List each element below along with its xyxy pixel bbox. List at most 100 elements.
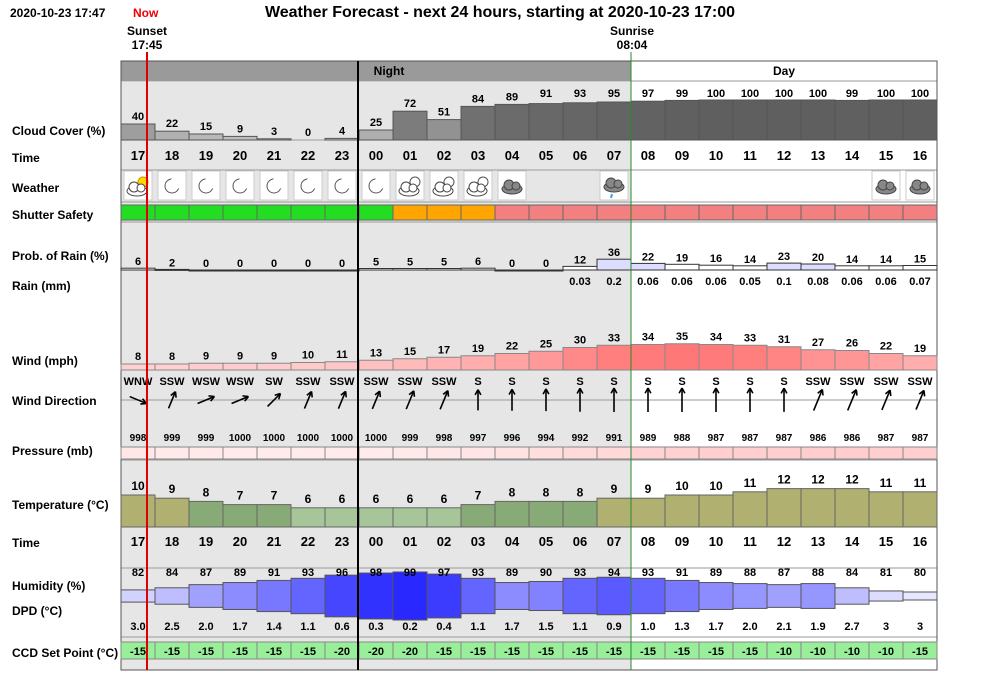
humidity-value: 91: [268, 567, 280, 579]
temperature-value: 10: [709, 479, 723, 493]
shutter-safety-cell: [902, 204, 938, 221]
temperature-value: 9: [611, 482, 618, 496]
wind-direction-label: SSW: [431, 376, 457, 388]
rain-probability-value: 22: [642, 251, 654, 263]
cloud-cover-value: 84: [472, 93, 485, 105]
rain-probability-bar: [834, 265, 870, 271]
sunset-marker: Sunset 17:45: [112, 24, 182, 52]
temperature-bar: [630, 497, 666, 528]
cloud-cover-bar: [834, 99, 870, 141]
pressure-value: 996: [504, 433, 521, 444]
hour-label-bottom: 20: [233, 534, 247, 549]
cloud-cover-bar: [664, 99, 700, 141]
wind-direction-arrow: [303, 390, 313, 409]
rain-cloud-icon: [603, 177, 625, 199]
rain-probability-value: 0: [509, 258, 515, 270]
cloudy-night-icon: [466, 176, 489, 197]
humidity-bar: [392, 571, 428, 621]
cloud-cover-bar: [562, 102, 598, 141]
cloud-icon: [909, 179, 931, 195]
hour-label-bottom: 09: [675, 534, 689, 549]
wind-value: 8: [169, 351, 175, 363]
wind-direction-arrow: [231, 395, 250, 405]
wind-direction-arrow: [881, 389, 892, 411]
temperature-bar: [324, 507, 360, 528]
cloud-cover-bar: [154, 130, 190, 141]
dpd-value: 2.7: [844, 621, 859, 633]
cloud-cover-bar: [188, 133, 224, 141]
cloud-cover-bar: [732, 99, 768, 141]
cloud-cover-bar: [494, 103, 530, 141]
ccd-setpoint-value: -15: [708, 646, 724, 658]
ccd-setpoint-value: -15: [232, 646, 248, 658]
dpd-value: 3: [917, 621, 923, 633]
temperature-bar: [868, 491, 904, 528]
hour-label-bottom: 03: [471, 534, 485, 549]
wind-bar: [868, 353, 904, 371]
temperature-value: 6: [441, 492, 448, 506]
cloud-cover-value: 15: [200, 121, 212, 133]
hour-label-bottom: 11: [743, 534, 757, 549]
pressure-value: 987: [742, 433, 759, 444]
pressure-value: 988: [674, 433, 691, 444]
pressure-bar: [902, 446, 938, 460]
pressure-value: 987: [708, 433, 725, 444]
ccd-setpoint-value: -15: [300, 646, 316, 658]
wind-direction-label: SSW: [907, 376, 933, 388]
wind-value: 13: [370, 347, 382, 359]
humidity-value: 90: [540, 567, 552, 579]
temperature-bar: [698, 494, 734, 528]
row-label-humidity: Humidity (%): [12, 579, 86, 593]
wind-value: 33: [608, 332, 620, 344]
wind-bar: [494, 353, 530, 371]
hour-label-bottom: 19: [199, 534, 213, 549]
dpd-value: 3.0: [130, 621, 145, 633]
wind-direction-label: SSW: [329, 376, 355, 388]
pressure-value: 992: [572, 433, 589, 444]
rain-probability-bar: [868, 265, 904, 271]
humidity-value: 87: [778, 567, 790, 579]
cloud-cover-value: 97: [642, 88, 654, 100]
wind-direction-label: S: [644, 376, 651, 388]
pressure-bar: [120, 446, 156, 460]
wind-value: 34: [642, 332, 655, 344]
hour-label-bottom: 12: [777, 534, 791, 549]
humidity-bar: [188, 584, 224, 608]
cloud-cover-bar: [800, 99, 836, 141]
cloud-cover-bar: [256, 138, 292, 141]
pressure-bar: [392, 446, 428, 460]
humidity-bar: [358, 572, 394, 620]
wind-bar: [460, 355, 496, 371]
wind-bar: [256, 362, 292, 371]
cloud-cover-value: 100: [911, 88, 929, 100]
cloud-icon: [501, 179, 523, 195]
hour-label-bottom: 00: [369, 534, 383, 549]
hour-label: 12: [777, 148, 791, 163]
rain-probability-value: 14: [846, 254, 859, 266]
temperature-bar: [154, 497, 190, 528]
dpd-value: 2.0: [742, 621, 757, 633]
wind-direction-label: SSW: [873, 376, 899, 388]
wind-direction-label: SSW: [159, 376, 185, 388]
shutter-safety-cell: [698, 204, 734, 221]
dpd-value: 0.3: [368, 621, 383, 633]
rain-probability-bar: [460, 267, 496, 271]
cloud-cover-value: 0: [305, 127, 311, 139]
dpd-value: 1.1: [470, 621, 485, 633]
pressure-bar: [834, 446, 870, 460]
cloud-cover-bar: [698, 99, 734, 141]
wind-direction-arrow: [712, 387, 720, 412]
row-label-rain-probability: Prob. of Rain (%): [12, 249, 109, 263]
dpd-value: 2.1: [776, 621, 791, 633]
shutter-safety-cell: [188, 204, 224, 221]
rain-probability-value: 5: [407, 257, 413, 269]
shutter-safety-cell: [596, 204, 632, 221]
temperature-value: 11: [744, 476, 757, 490]
hour-label-bottom: 05: [539, 534, 553, 549]
dpd-value: 1.9: [810, 621, 825, 633]
humidity-value: 93: [574, 567, 586, 579]
wind-direction-label: S: [780, 376, 787, 388]
temperature-value: 12: [845, 473, 859, 487]
temperature-value: 6: [305, 492, 312, 506]
hour-label-bottom: 02: [437, 534, 451, 549]
